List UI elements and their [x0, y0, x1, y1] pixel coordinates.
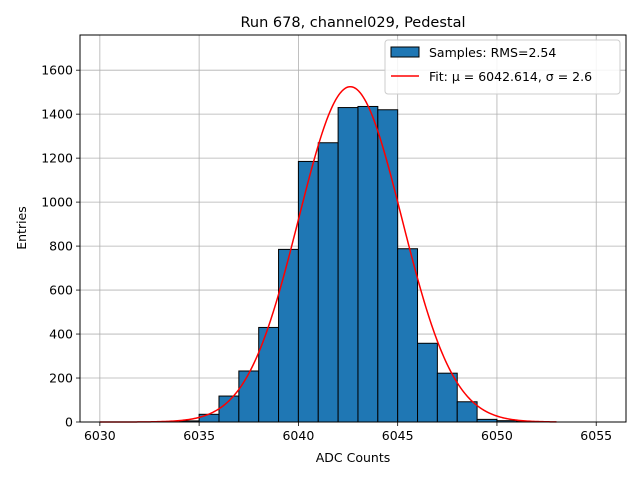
histogram-bar [398, 249, 418, 422]
legend-fit-label: Fit: μ = 6042.614, σ = 2.6 [429, 69, 592, 84]
histogram-bar [199, 414, 219, 422]
y-tick-label: 1000 [41, 195, 73, 210]
y-tick-label: 800 [49, 239, 73, 254]
x-tick-label: 6035 [183, 428, 215, 443]
chart-title: Run 678, channel029, Pedestal [240, 15, 465, 31]
x-axis-label: ADC Counts [316, 450, 391, 465]
histogram-bar [259, 327, 279, 422]
x-tick-label: 6055 [580, 428, 612, 443]
y-tick-label: 1200 [41, 151, 73, 166]
histogram-bar [279, 249, 299, 422]
x-tick-label: 6045 [382, 428, 414, 443]
legend-hist-label: Samples: RMS=2.54 [429, 45, 556, 60]
histogram-bar [358, 106, 378, 422]
histogram-bar [378, 110, 398, 422]
y-tick-label: 200 [49, 371, 73, 386]
legend-hist-swatch [391, 47, 419, 57]
histogram-bar [298, 161, 318, 422]
histogram-bar [437, 373, 457, 422]
x-tick-label: 6030 [84, 428, 116, 443]
y-tick-label: 0 [65, 415, 73, 430]
y-tick-label: 1600 [41, 63, 73, 78]
histogram-bar [338, 108, 358, 422]
histogram-bar [418, 343, 438, 422]
legend: Samples: RMS=2.54 Fit: μ = 6042.614, σ =… [385, 40, 620, 94]
y-tick-label: 1400 [41, 107, 73, 122]
y-tick-label: 600 [49, 283, 73, 298]
y-tick-label: 400 [49, 327, 73, 342]
histogram-bar [239, 371, 259, 422]
histogram-bar [457, 402, 477, 422]
x-tick-label: 6040 [282, 428, 314, 443]
x-tick-label: 6050 [481, 428, 513, 443]
histogram-bar [318, 143, 338, 422]
y-axis-label: Entries [14, 206, 29, 250]
